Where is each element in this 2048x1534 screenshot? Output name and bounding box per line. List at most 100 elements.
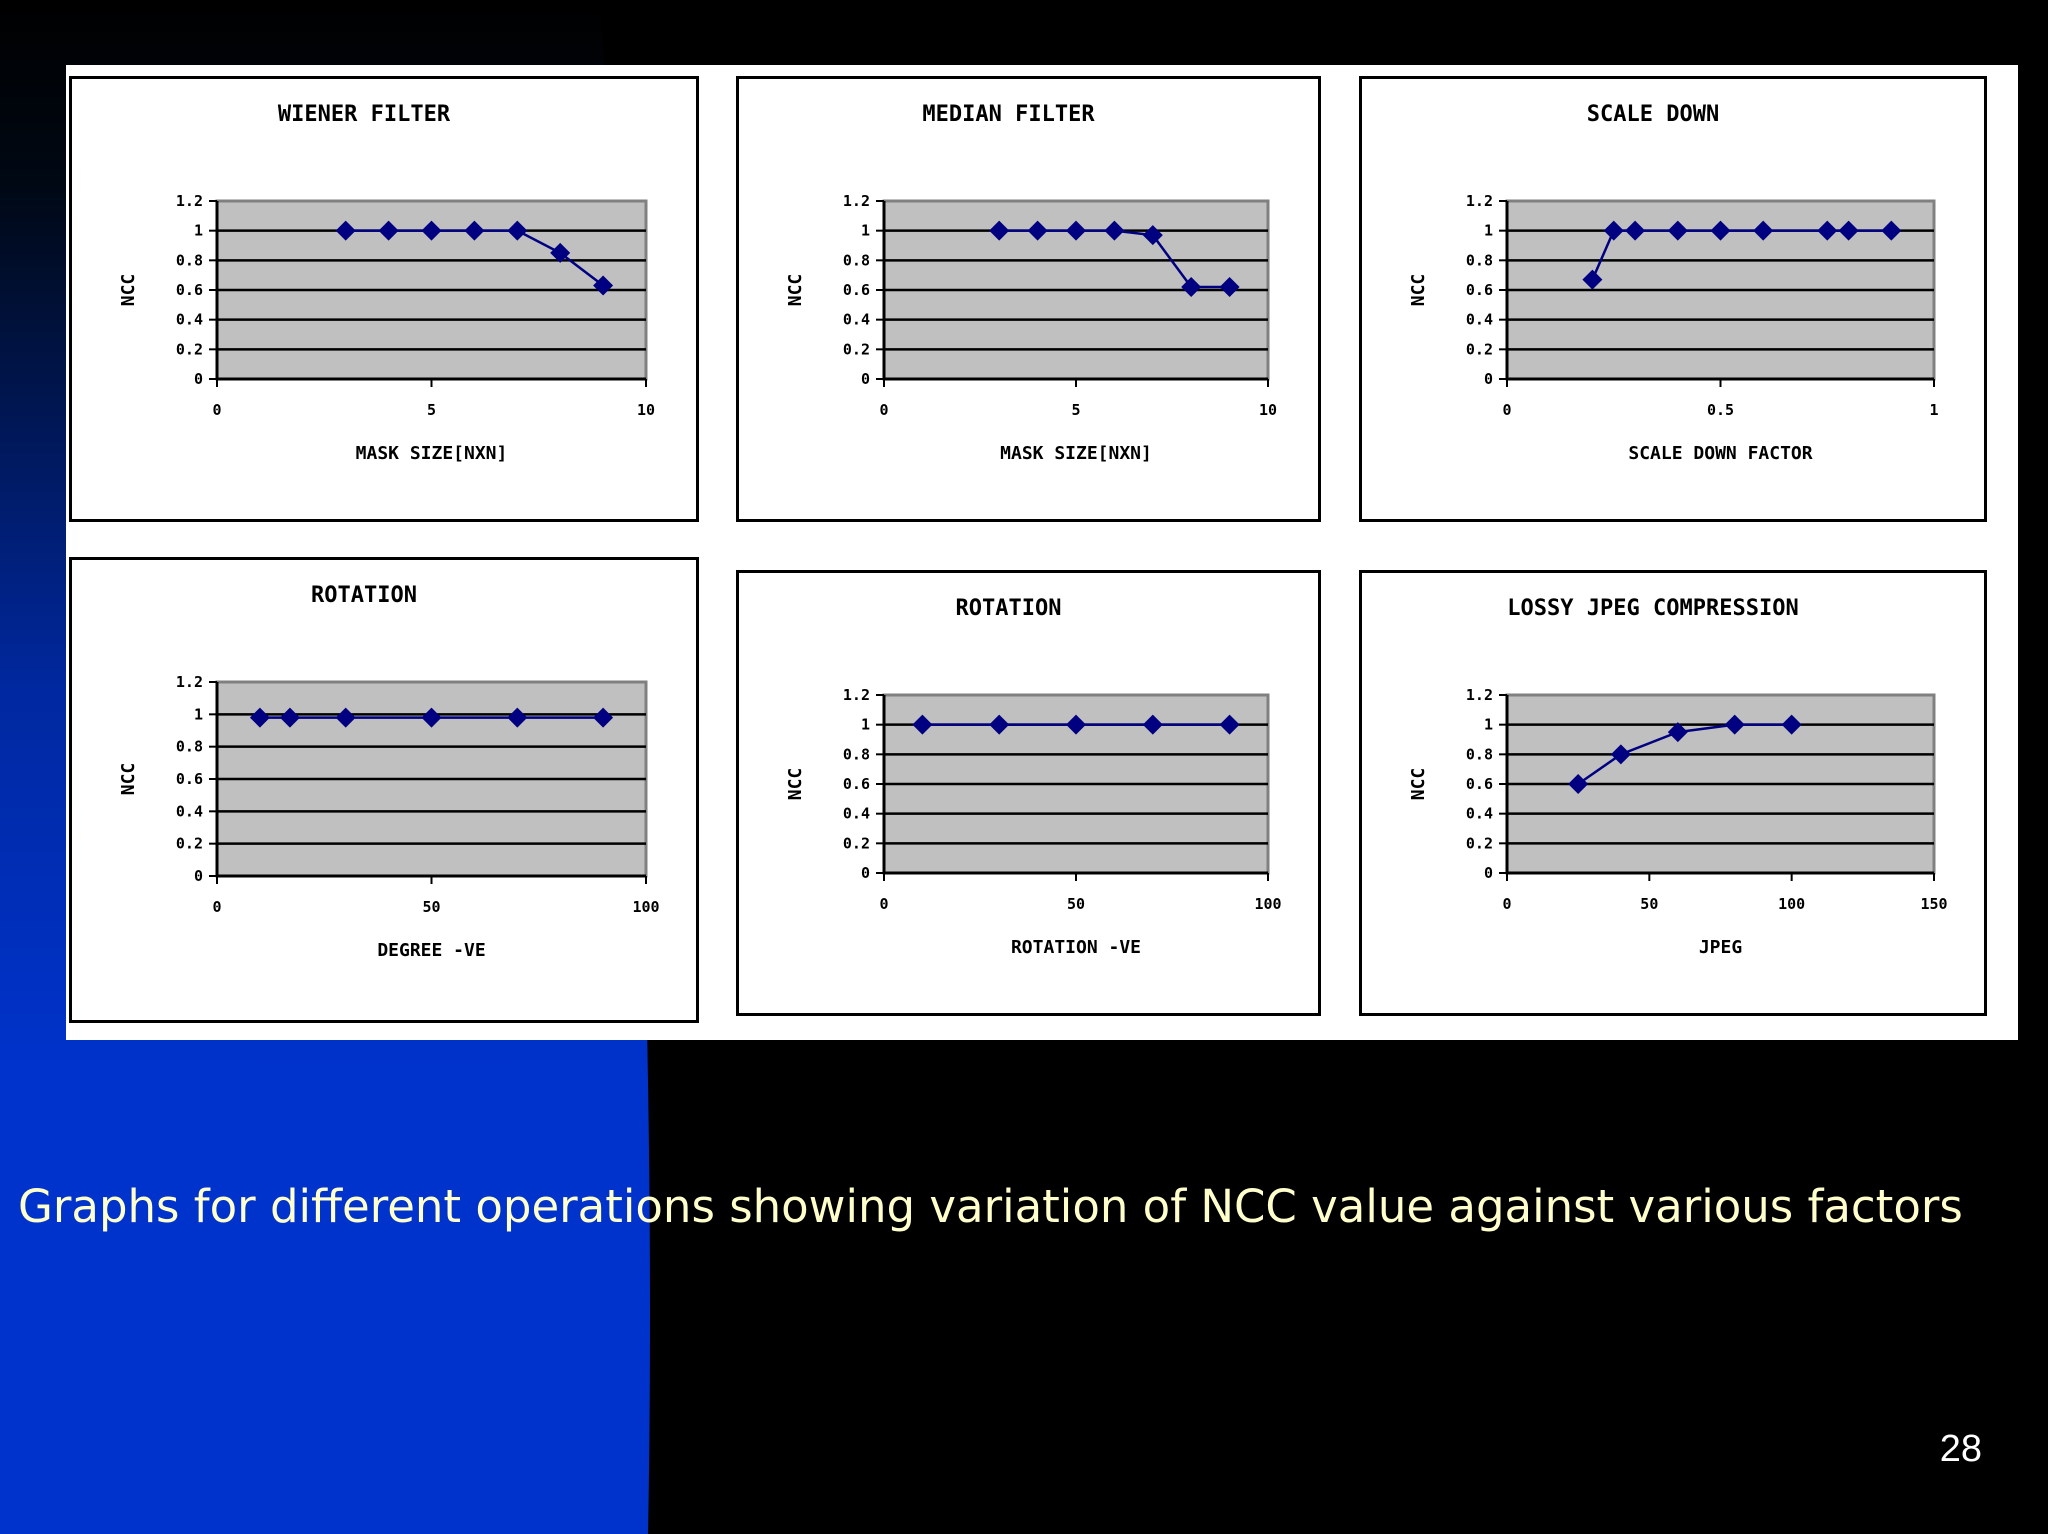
y-axis-label: NCC — [785, 274, 806, 307]
x-tick-label: 0 — [212, 898, 221, 916]
page-number: 28 — [1939, 1428, 1982, 1470]
y-tick-label: 0.4 — [843, 805, 870, 823]
data-point-marker — [1027, 220, 1048, 241]
data-point-marker — [1142, 714, 1163, 735]
data-point-marker — [593, 275, 614, 296]
chart-title: LOSSY JPEG COMPRESSION — [1507, 596, 1798, 621]
data-point-marker — [421, 707, 442, 728]
chart-svg: ROTATION 0 0.2 0.4 0.6 0.8 1 1.2 0 50 100 DEGREE -V… — [118, 583, 660, 961]
y-axis-label: NCC — [118, 763, 139, 796]
chart-rotation-ve: ROTATION 0 0.2 0.4 0.6 0.8 1 1.2 0 50 100 ROTATION … — [736, 570, 1321, 1016]
y-tick-label: 0.6 — [176, 281, 203, 299]
data-point-marker — [249, 707, 270, 728]
y-tick-label: 0.8 — [1466, 745, 1493, 763]
x-tick-label: 50 — [1067, 895, 1085, 913]
x-axis-label: ROTATION -VE — [1011, 937, 1141, 958]
data-point-marker — [1582, 269, 1603, 290]
x-axis-label: DEGREE -VE — [377, 940, 485, 961]
data-point-marker — [550, 242, 571, 263]
data-point-marker — [1603, 220, 1624, 241]
x-tick-label: 150 — [1920, 895, 1947, 913]
chart-title: ROTATION — [311, 583, 417, 608]
y-tick-label: 0.4 — [176, 802, 203, 820]
y-tick-label: 0.4 — [1466, 311, 1493, 329]
x-tick-label: 0 — [1502, 895, 1511, 913]
data-point-marker — [464, 220, 485, 241]
data-point-marker — [1104, 220, 1125, 241]
x-axis-label: MASK SIZE[NXN] — [1000, 443, 1152, 464]
data-point-marker — [912, 714, 933, 735]
chart-title: ROTATION — [956, 596, 1062, 621]
slide-caption: Graphs for different operations showing … — [18, 1180, 1963, 1233]
y-tick-label: 1.2 — [1466, 686, 1493, 704]
data-point-marker — [1710, 220, 1731, 241]
y-tick-label: 0.2 — [1466, 834, 1493, 852]
y-tick-label: 1 — [861, 716, 870, 734]
y-tick-label: 0.4 — [843, 311, 870, 329]
data-point-marker — [1610, 744, 1631, 765]
y-tick-label: 0.8 — [843, 251, 870, 269]
data-point-marker — [1181, 277, 1202, 298]
x-tick-label: 50 — [422, 898, 440, 916]
x-tick-label: 100 — [632, 898, 659, 916]
x-tick-label: 0.5 — [1707, 401, 1734, 419]
y-tick-label: 0 — [861, 864, 870, 882]
y-tick-label: 1.2 — [176, 673, 203, 691]
data-point-marker — [1219, 277, 1240, 298]
data-point-marker — [1142, 225, 1163, 246]
chart-svg: SCALE DOWN 0 0.2 0.4 0.6 0.8 1 1.2 0 0.5 1 SCALE DO… — [1408, 102, 1939, 464]
y-tick-label: 1.2 — [176, 192, 203, 210]
y-tick-label: 1 — [194, 222, 203, 240]
x-tick-label: 10 — [1259, 401, 1277, 419]
data-point-marker — [507, 220, 528, 241]
chart-svg: MEDIAN FILTER 0 0.2 0.4 0.6 0.8 1 1.2 0 5 10 MASK S… — [785, 102, 1277, 464]
y-tick-label: 1.2 — [1466, 192, 1493, 210]
y-tick-label: 0.4 — [1466, 805, 1493, 823]
x-tick-label: 100 — [1254, 895, 1281, 913]
data-point-marker — [1817, 220, 1838, 241]
data-point-marker — [1568, 774, 1589, 794]
chart-title: WIENER FILTER — [278, 102, 451, 127]
data-point-marker — [335, 707, 356, 728]
y-tick-label: 1.2 — [843, 686, 870, 704]
x-tick-label: 0 — [212, 401, 221, 419]
chart-svg: WIENER FILTER 0 0.2 0.4 0.6 0.8 1 1.2 0 5 10 MASK S… — [118, 102, 655, 464]
y-axis-label: NCC — [1408, 274, 1429, 307]
data-point-marker — [1753, 220, 1774, 241]
y-tick-label: 0 — [194, 370, 203, 388]
y-tick-label: 0.8 — [176, 251, 203, 269]
chart-lossy-jpeg: LOSSY JPEG COMPRESSION 0 0.2 0.4 0.6 0.8 1 1.2 0… — [1359, 570, 1987, 1016]
y-tick-label: 0 — [861, 370, 870, 388]
y-axis-label: NCC — [1408, 768, 1429, 801]
data-point-marker — [1881, 220, 1902, 241]
y-tick-label: 0.2 — [176, 340, 203, 358]
y-tick-label: 0 — [194, 867, 203, 885]
chart-wiener-filter: WIENER FILTER 0 0.2 0.4 0.6 0.8 1 1.2 0 5 10 MASK S… — [69, 76, 699, 522]
data-point-marker — [1219, 714, 1240, 735]
charts-panel: WIENER FILTER 0 0.2 0.4 0.6 0.8 1 1.2 0 5 10 MASK S… — [66, 65, 2018, 1040]
y-tick-label: 0.6 — [843, 775, 870, 793]
data-point-marker — [421, 220, 442, 241]
data-point-marker — [507, 707, 528, 728]
y-tick-label: 0.8 — [1466, 251, 1493, 269]
data-point-marker — [279, 707, 300, 728]
chart-median-filter: MEDIAN FILTER 0 0.2 0.4 0.6 0.8 1 1.2 0 5 10 MASK S… — [736, 76, 1321, 522]
y-tick-label: 0.6 — [843, 281, 870, 299]
y-tick-label: 1 — [194, 705, 203, 723]
x-tick-label: 100 — [1778, 895, 1805, 913]
y-tick-label: 0.4 — [176, 311, 203, 329]
data-point-marker — [1781, 714, 1802, 735]
data-point-marker — [1838, 220, 1859, 241]
x-tick-label: 5 — [427, 401, 436, 419]
chart-scale-down: SCALE DOWN 0 0.2 0.4 0.6 0.8 1 1.2 0 0.5 1 SCALE DO… — [1359, 76, 1987, 522]
y-axis-label: NCC — [785, 768, 806, 801]
chart-title: MEDIAN FILTER — [922, 102, 1095, 127]
x-tick-label: 1 — [1929, 401, 1938, 419]
x-tick-label: 0 — [879, 401, 888, 419]
y-tick-label: 0.8 — [176, 738, 203, 756]
x-axis-label: MASK SIZE[NXN] — [356, 443, 508, 464]
y-tick-label: 0 — [1484, 864, 1493, 882]
data-point-marker — [378, 220, 399, 241]
data-point-marker — [1667, 722, 1688, 743]
